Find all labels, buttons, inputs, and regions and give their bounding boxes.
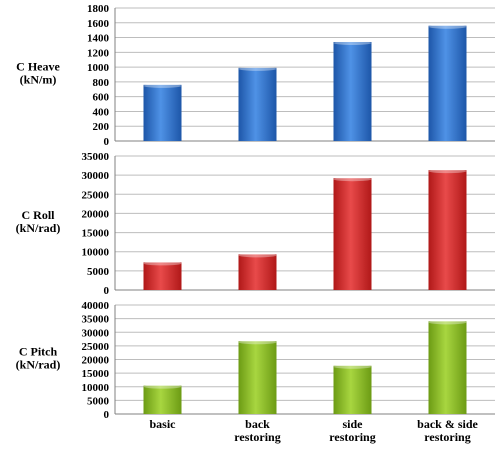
- y-tick-label: 0: [104, 285, 110, 297]
- y-axis-label: (kN/m): [20, 73, 57, 87]
- bar-pitch-3: [428, 321, 467, 414]
- x-tick-label: restoring: [329, 430, 375, 444]
- y-tick-label: 400: [93, 106, 110, 118]
- bar-cap: [428, 320, 467, 325]
- bar-heave-2: [333, 41, 372, 141]
- bar-cap: [143, 83, 182, 88]
- bar-heave-1: [238, 67, 277, 141]
- bar-cap: [333, 40, 372, 45]
- y-tick-label: 40000: [82, 300, 110, 312]
- y-tick-label: 20000: [82, 355, 110, 367]
- y-tick-label: 15000: [82, 228, 110, 240]
- y-tick-label: 1800: [87, 3, 110, 15]
- y-axis-label: C Roll: [22, 208, 56, 222]
- y-tick-label: 1400: [87, 33, 110, 45]
- bar-roll-2: [333, 178, 372, 290]
- y-axis-label: C Pitch: [19, 345, 58, 359]
- x-tick-label: restoring: [234, 430, 280, 444]
- y-tick-label: 200: [93, 121, 110, 133]
- y-tick-label: 0: [104, 136, 110, 148]
- y-tick-label: 5000: [87, 395, 110, 407]
- x-tick-label: basic: [149, 417, 176, 431]
- y-tick-label: 10000: [82, 382, 110, 394]
- y-tick-label: 15000: [82, 368, 110, 380]
- y-tick-label: 30000: [82, 327, 110, 339]
- y-tick-label: 600: [93, 92, 110, 104]
- y-tick-label: 0: [104, 409, 110, 421]
- x-tick-label: back & side: [417, 417, 478, 431]
- bar-pitch-1: [238, 341, 277, 414]
- bar-roll-0: [143, 262, 182, 290]
- y-tick-label: 1000: [87, 62, 110, 74]
- y-tick-label: 10000: [82, 247, 110, 259]
- y-tick-label: 1200: [87, 47, 110, 59]
- panel-roll: 0 5000 10000 15000 20000 25000 30000 35000 C Rol…: [16, 151, 495, 297]
- bar-cap: [238, 66, 277, 71]
- y-tick-label: 35000: [82, 151, 110, 163]
- bar-roll-1: [238, 254, 277, 290]
- y-tick-label: 20000: [82, 208, 110, 220]
- y-tick-label: 30000: [82, 170, 110, 182]
- bar-cap: [143, 261, 182, 266]
- y-axis-label: C Heave: [16, 60, 60, 74]
- bar-heave-0: [143, 84, 182, 141]
- x-tick-label: side: [342, 417, 363, 431]
- y-tick-label: 35000: [82, 314, 110, 326]
- y-tick-label: 1600: [87, 18, 110, 30]
- y-axis-label: (kN/rad): [16, 221, 61, 235]
- bar-roll-3: [428, 170, 467, 290]
- bar-cap: [428, 169, 467, 174]
- y-tick-label: 25000: [82, 341, 110, 353]
- bar-pitch-0: [143, 385, 182, 414]
- bar-cap: [143, 384, 182, 389]
- bar-cap: [333, 364, 372, 369]
- bar-pitch-2: [333, 365, 372, 414]
- bar-cap: [238, 340, 277, 345]
- bar-heave-3: [428, 25, 467, 141]
- y-tick-label: 800: [93, 77, 110, 89]
- bar-cap: [238, 253, 277, 258]
- y-tick-label: 5000: [87, 266, 110, 278]
- panel-heave: 0 200 400 600 800 1000 1200 1400 1600 1800 C Heave…: [16, 3, 495, 148]
- bar-cap: [428, 24, 467, 29]
- y-tick-label: 25000: [82, 189, 110, 201]
- bar-cap: [333, 177, 372, 182]
- y-axis-label: (kN/rad): [16, 358, 61, 372]
- x-tick-label: restoring: [424, 430, 470, 444]
- x-tick-label: back: [245, 417, 270, 431]
